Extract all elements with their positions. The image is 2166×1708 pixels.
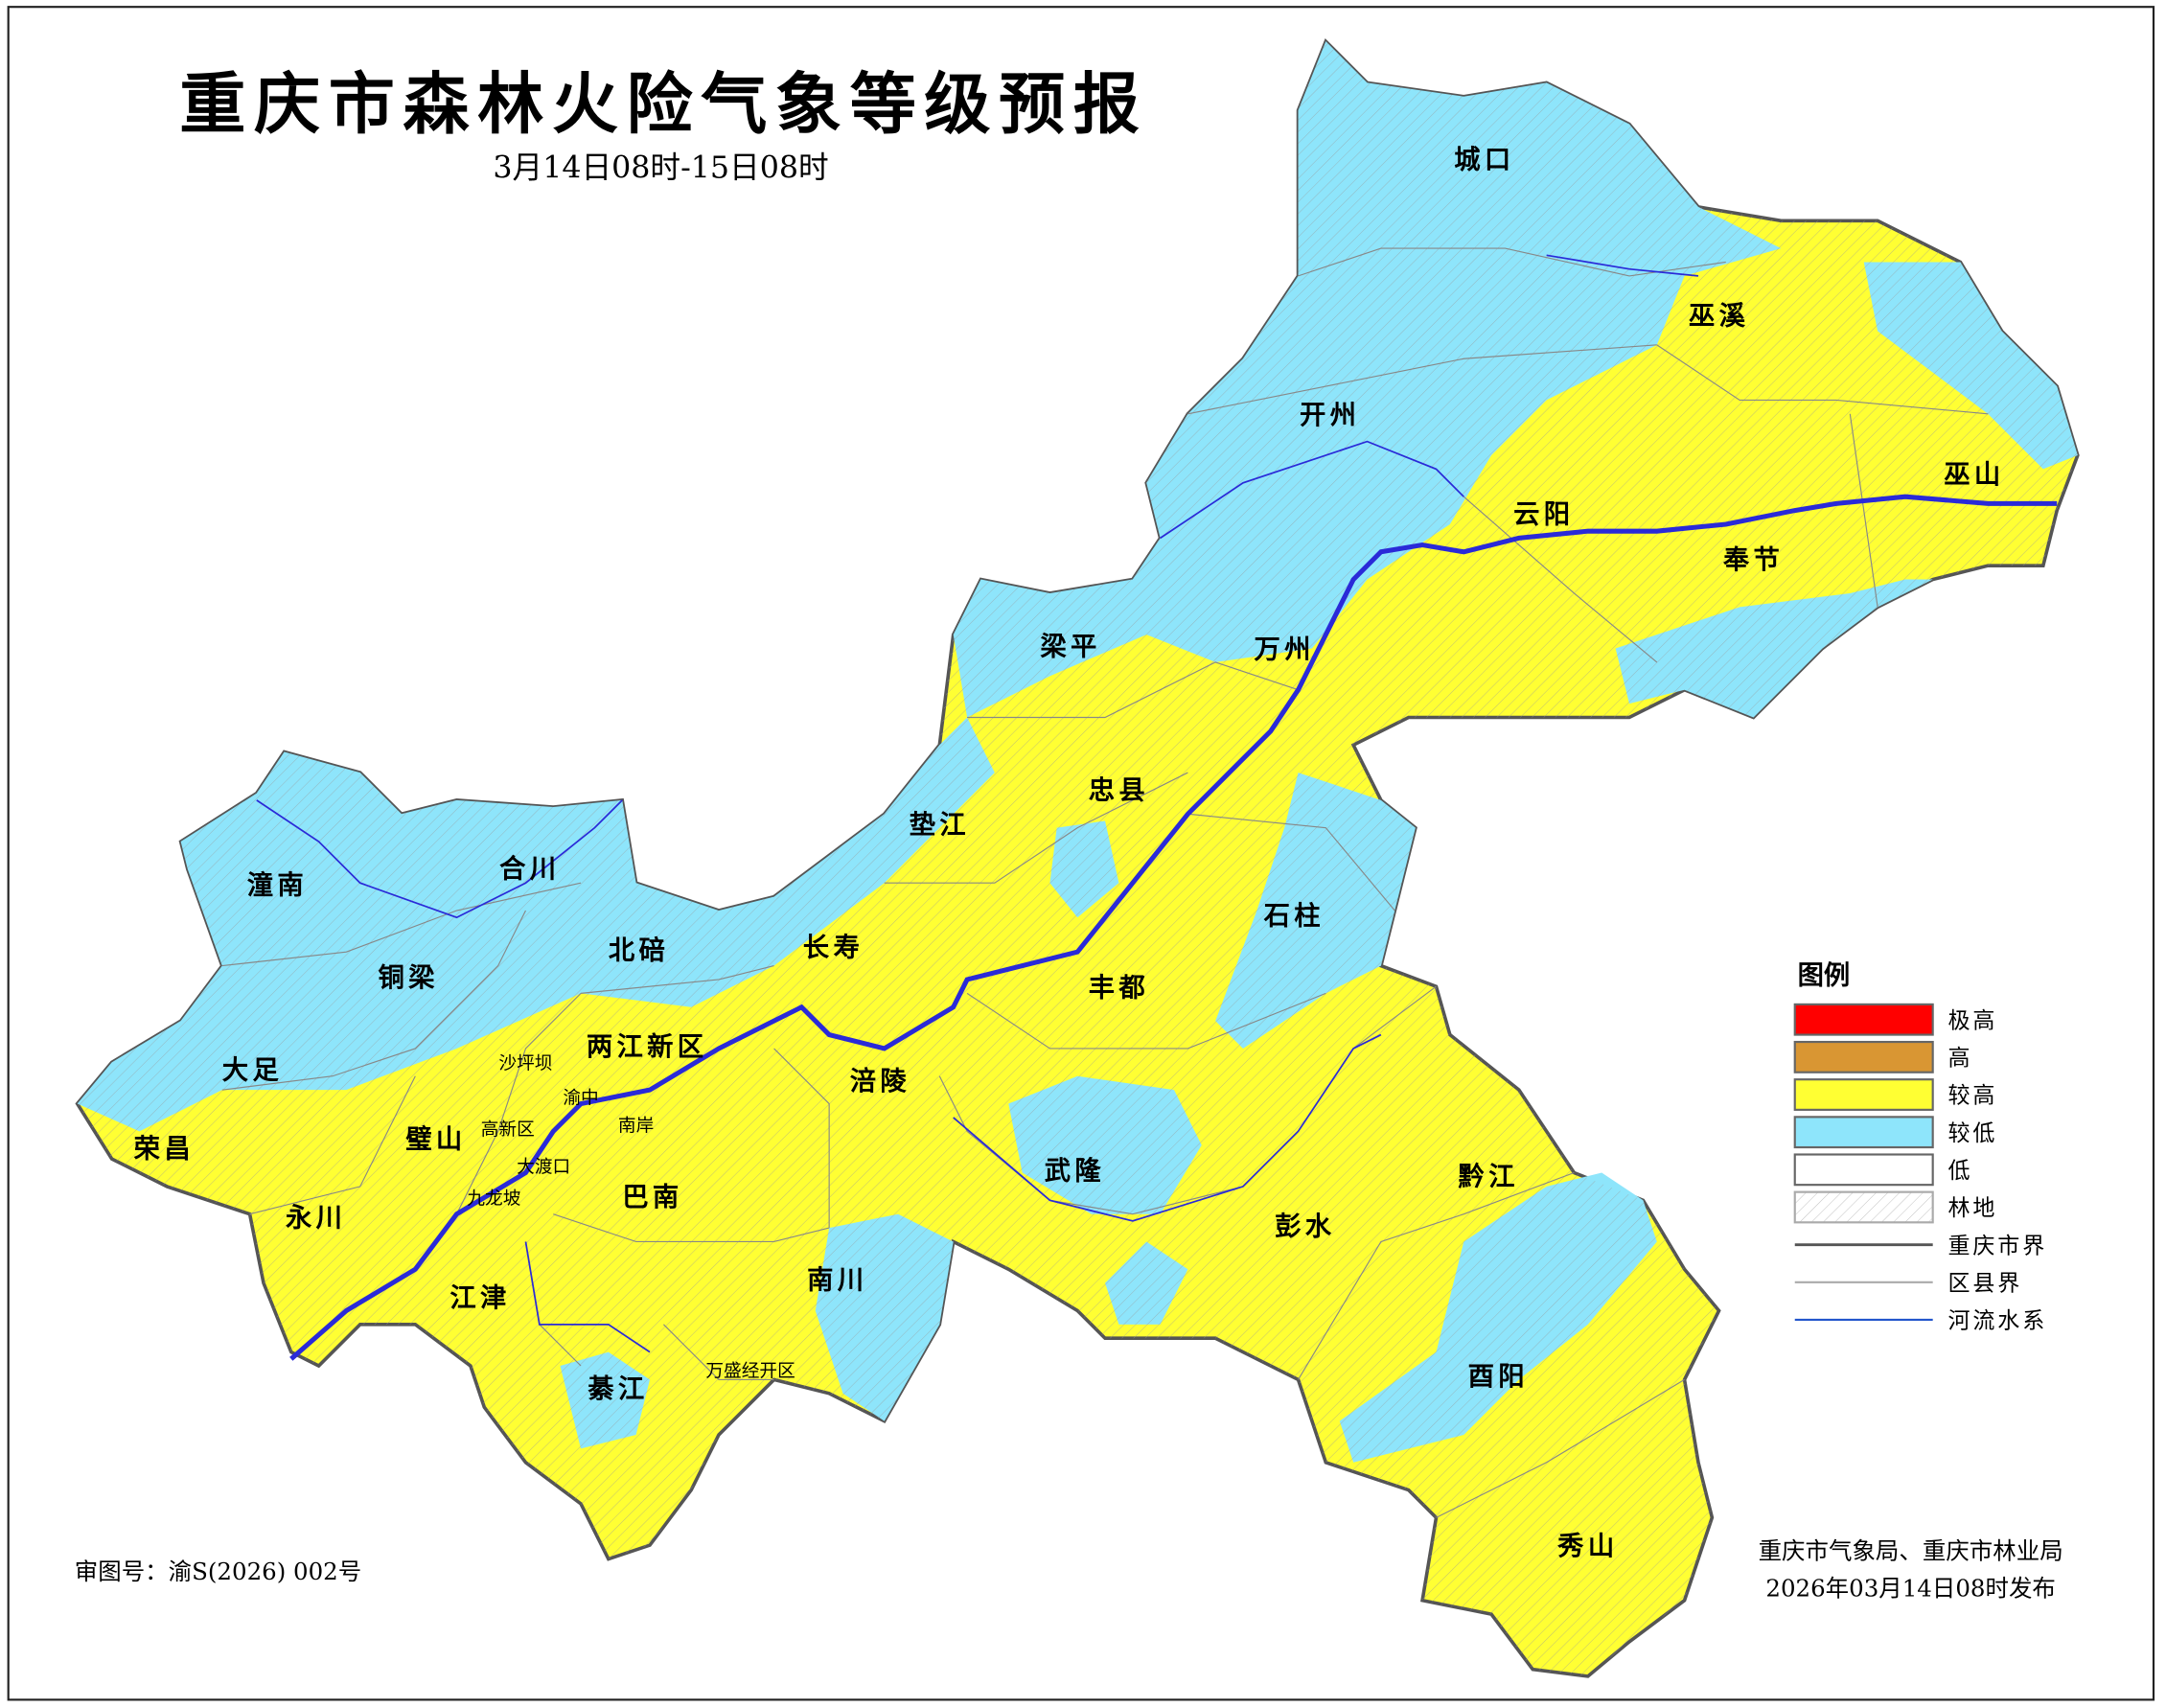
label-gaoxin: 高新区 <box>481 1120 535 1141</box>
label-youyang: 酉阳 <box>1468 1361 1529 1392</box>
label-bishan: 璧山 <box>405 1124 466 1155</box>
label-jiulongpo: 九龙坡 <box>467 1189 520 1210</box>
legend-swatch-2 <box>1793 1078 1934 1111</box>
legend-label-5: 林地 <box>1948 1196 1998 1221</box>
label-wulong: 武隆 <box>1045 1156 1105 1187</box>
legend-swatch-0 <box>1793 1003 1934 1036</box>
legend-label-7: 区县界 <box>1948 1271 2023 1296</box>
map-title: 重庆市森林火险气象等级预报 <box>179 65 1147 143</box>
wujiang-river <box>953 1033 1382 1222</box>
rivers <box>256 254 2058 1361</box>
label-kaizhou: 开州 <box>1300 400 1360 430</box>
publisher: 重庆市气象局、重庆市林业局 <box>1759 1537 2063 1565</box>
label-nanchuan: 南川 <box>807 1264 867 1295</box>
label-tongnan: 潼南 <box>247 870 308 901</box>
label-hechuan: 合川 <box>499 853 560 884</box>
label-dianjiang: 垫江 <box>910 809 970 840</box>
yangtze-river <box>289 494 2058 1361</box>
label-shizhu: 石柱 <box>1263 900 1325 931</box>
label-liangjiang: 两江新区 <box>587 1031 708 1062</box>
legend-label-6: 重庆市界 <box>1948 1234 2048 1258</box>
label-wanzhou: 万州 <box>1255 635 1315 665</box>
approval-number: 审图号：渝S(2026) 002号 <box>75 1558 361 1585</box>
map-subtitle: 3月14日08时-15日08时 <box>493 151 828 186</box>
label-wuxi: 巫溪 <box>1689 300 1749 331</box>
label-wushan: 巫山 <box>1944 459 2004 490</box>
label-yuzhong: 渝中 <box>563 1089 598 1109</box>
legend-swatch-1 <box>1793 1040 1934 1073</box>
label-beibei: 北碚 <box>609 935 669 965</box>
label-yongchuan: 永川 <box>286 1203 346 1234</box>
label-rongchang: 荣昌 <box>134 1134 195 1165</box>
legend-swatch-3 <box>1793 1116 1934 1149</box>
district-labels: 城口 巫溪 开州 云阳 巫山 奉节 梁平 万州 忠县 垫江 石柱 长寿 丰都 潼… <box>134 145 2004 1562</box>
label-liangping: 梁平 <box>1040 632 1100 662</box>
label-xiushan: 秀山 <box>1556 1531 1618 1561</box>
label-fengjie: 奉节 <box>1722 544 1784 575</box>
label-shapingba: 沙坪坝 <box>498 1054 552 1074</box>
label-qijiang: 綦江 <box>588 1373 648 1404</box>
label-nanan: 南岸 <box>618 1116 654 1136</box>
label-zhongxian: 忠县 <box>1089 774 1149 805</box>
label-wansheng: 万盛经开区 <box>705 1362 795 1382</box>
label-dazu: 大足 <box>222 1055 283 1086</box>
label-tongliang: 铜梁 <box>378 962 438 993</box>
label-fuling: 涪陵 <box>850 1066 910 1096</box>
legend-label-4: 低 <box>1948 1159 1973 1184</box>
label-banan: 巴南 <box>622 1182 682 1212</box>
legend-title: 图例 <box>1798 959 1851 990</box>
legend-swatch-5 <box>1793 1190 1934 1224</box>
legend-label-3: 较低 <box>1948 1121 1998 1146</box>
label-yunyang: 云阳 <box>1513 499 1574 530</box>
legend-label-0: 极高 <box>1948 1008 1998 1033</box>
issue-time: 2026年03月14日08时发布 <box>1765 1574 2056 1602</box>
legend-label-8: 河流水系 <box>1948 1309 2048 1334</box>
legend-swatch-4 <box>1793 1153 1934 1187</box>
label-chengkou: 城口 <box>1454 145 1514 175</box>
legend-label-2: 较高 <box>1948 1084 1998 1109</box>
jialing-river <box>256 799 623 919</box>
label-jiangjin: 江津 <box>449 1282 510 1313</box>
label-qianjiang: 黔江 <box>1459 1161 1519 1191</box>
label-fengdu: 丰都 <box>1089 972 1149 1003</box>
label-dadukou: 大渡口 <box>517 1158 570 1178</box>
forest-hatching <box>77 41 2078 1676</box>
label-pengshui: 彭水 <box>1275 1211 1335 1241</box>
legend-label-1: 高 <box>1948 1047 1973 1072</box>
label-changshou: 长寿 <box>803 933 864 963</box>
